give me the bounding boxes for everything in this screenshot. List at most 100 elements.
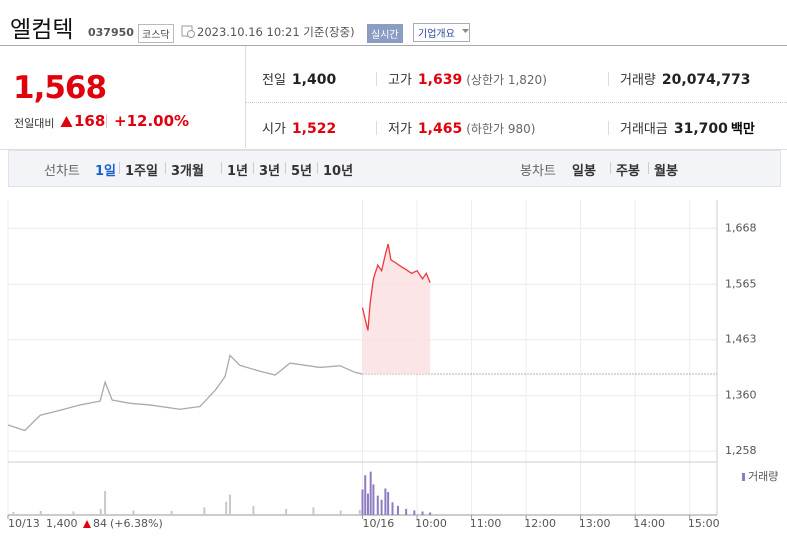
candle-tab[interactable]: 일봉 xyxy=(572,164,596,179)
volume-bar xyxy=(376,495,379,515)
candle-tab[interactable]: 주봉 xyxy=(616,164,640,179)
stat-note: (상한가 1,820) xyxy=(466,73,547,87)
change-value: 168 xyxy=(74,112,106,130)
change-label: 전일대비 xyxy=(14,117,55,130)
volume-bar xyxy=(429,512,432,515)
volume-bar xyxy=(99,508,102,515)
divider xyxy=(610,162,611,174)
volume-bar xyxy=(104,491,107,515)
legend-swatch xyxy=(742,473,745,481)
stat-label: 거래량 xyxy=(620,73,656,88)
x-tick-label: 10:00 xyxy=(415,517,447,530)
stat-value: 1,465 xyxy=(417,121,463,137)
stat-label: 전일 xyxy=(262,73,286,88)
price-line xyxy=(361,243,431,331)
divider xyxy=(608,121,609,135)
divider xyxy=(608,72,609,86)
divider xyxy=(648,162,649,174)
stat-label: 고가 xyxy=(388,73,412,88)
x-tick-label: 12:00 xyxy=(524,517,556,530)
divider xyxy=(317,162,318,174)
stat-value: 1,522 xyxy=(291,121,337,137)
divider xyxy=(285,162,286,174)
divider xyxy=(165,162,166,174)
volume-bar xyxy=(361,489,364,515)
volume-bar xyxy=(405,508,408,515)
company-button[interactable]: 기업개요 xyxy=(413,23,470,42)
period-tab[interactable]: 1주일 xyxy=(125,164,158,179)
period-tab[interactable]: 3개월 xyxy=(171,164,204,179)
candle-tab[interactable]: 월봉 xyxy=(654,164,678,179)
volume-bar xyxy=(384,488,387,515)
volume-bar xyxy=(132,510,135,515)
volume-bar xyxy=(339,510,342,515)
period-tab[interactable]: 10년 xyxy=(323,164,354,179)
volume-bar xyxy=(396,505,399,515)
up-icon xyxy=(60,116,73,127)
x-tick-label: 10/16 xyxy=(363,517,395,530)
divider xyxy=(221,162,222,174)
volume-bar xyxy=(312,507,315,515)
market-badge: 코스닥 xyxy=(138,24,174,43)
prev-close: 1,400 xyxy=(46,517,78,530)
volume-bar xyxy=(228,494,231,515)
prev-rate: (+6.38%) xyxy=(110,517,163,530)
volume-bar xyxy=(421,511,424,515)
x-tick-label: 11:00 xyxy=(470,517,502,530)
y-tick-label: 1,463 xyxy=(725,333,757,346)
stat-item: 거래대금 31,700 백만 xyxy=(620,118,755,137)
x-tick-label: 14:00 xyxy=(633,517,665,530)
stat-item: 전일 1,400 xyxy=(262,69,336,88)
volume-bar xyxy=(252,505,255,515)
period-tab[interactable]: 1일 xyxy=(95,164,117,179)
x-tick-label: 10/13 xyxy=(8,517,40,530)
area xyxy=(362,244,431,374)
y-tick-label: 1,668 xyxy=(725,221,757,234)
period-tab[interactable]: 1년 xyxy=(227,164,249,179)
price-line xyxy=(7,354,363,432)
stock-name: 엘컴텍 xyxy=(10,17,74,43)
stat-value: 20,074,773 xyxy=(661,72,751,88)
volume-bar xyxy=(380,499,383,515)
divider xyxy=(376,121,377,135)
prev-change: 84 xyxy=(93,517,107,530)
stat-item: 저가 1,465 (하한가 980) xyxy=(388,118,535,137)
change-rate: +12.00% xyxy=(114,112,190,130)
volume-bar xyxy=(413,510,416,515)
volume-bar xyxy=(366,493,369,515)
legend-label: 거래량 xyxy=(748,470,778,483)
stat-item: 시가 1,522 xyxy=(262,118,336,137)
clock-icon xyxy=(181,25,195,38)
volume-bar xyxy=(369,471,372,515)
stat-item: 고가 1,639 (상한가 1,820) xyxy=(388,69,547,88)
stat-value: 1,639 xyxy=(417,72,463,88)
divider xyxy=(245,102,787,103)
period-tab[interactable]: 5년 xyxy=(291,164,313,179)
up-icon xyxy=(83,520,91,528)
volume-bar xyxy=(285,508,288,515)
tab-group-label: 선차트 xyxy=(44,164,80,179)
stat-note: (하한가 980) xyxy=(466,122,536,136)
divider xyxy=(376,72,377,86)
stock-code: 037950 xyxy=(88,26,134,39)
period-tab[interactable]: 3년 xyxy=(259,164,281,179)
stat-unit: 백만 xyxy=(730,122,755,137)
stat-label: 저가 xyxy=(388,122,412,137)
dropdown-arrow xyxy=(462,29,469,33)
volume-bar xyxy=(391,502,394,515)
divider xyxy=(253,162,254,174)
current-price: 1,568 xyxy=(13,70,107,106)
tab-group-label: 봉차트 xyxy=(520,164,556,179)
realtime-button[interactable]: 실시간 xyxy=(367,24,403,43)
volume-bar xyxy=(225,501,228,515)
stat-value: 1,400 xyxy=(291,72,337,88)
volume-bar xyxy=(364,475,367,515)
stat-item: 거래량 20,074,773 xyxy=(620,69,750,88)
timestamp: 2023.10.16 10:21 기준(장중) xyxy=(197,25,355,39)
volume-bar xyxy=(387,492,390,515)
x-tick-label: 15:00 xyxy=(688,517,720,530)
tab-bar xyxy=(8,150,781,187)
volume-bar xyxy=(372,484,375,515)
divider xyxy=(119,162,120,174)
